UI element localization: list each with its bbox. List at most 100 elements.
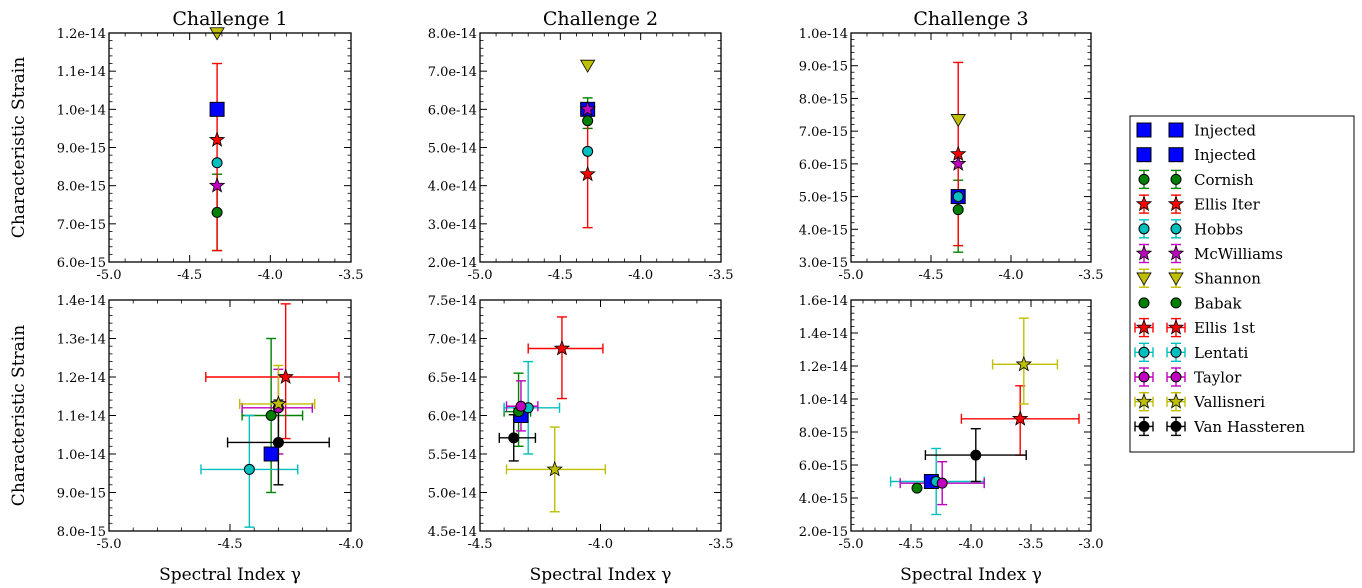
point-shannon bbox=[579, 59, 596, 73]
x-tick-label: -4.5 bbox=[918, 268, 943, 283]
legend-entry: Ellis 1st bbox=[1134, 317, 1255, 338]
legend-marker bbox=[1167, 244, 1185, 261]
y-tick-label: 2.0e-15 bbox=[799, 525, 848, 540]
x-tick-label: -5.0 bbox=[838, 537, 863, 552]
legend-label: Injected bbox=[1194, 146, 1256, 164]
x-tick-label: -3.5 bbox=[708, 268, 733, 283]
panel-2: -5.0 -4.5 -4.0 -3.5 2.0e-14 3.0e-14 4.0e-14 5.0… bbox=[428, 8, 734, 283]
plot-frame bbox=[108, 32, 352, 263]
panel-title: Challenge 2 bbox=[543, 8, 658, 30]
plot-frame bbox=[108, 299, 352, 532]
legend-marker bbox=[1168, 272, 1184, 286]
legend-marker bbox=[1170, 371, 1182, 383]
legend-label: Cornish bbox=[1194, 171, 1254, 189]
y-tick-label: 1.4e-14 bbox=[57, 294, 106, 309]
x-tick-label: -4.5 bbox=[548, 268, 573, 283]
legend-marker bbox=[1135, 318, 1153, 335]
point-taylor bbox=[515, 400, 527, 412]
plot-frame bbox=[850, 299, 1092, 532]
legend-frame bbox=[1129, 115, 1355, 453]
legend-label: Lentati bbox=[1194, 344, 1248, 362]
x-tick-label: -4.0 bbox=[258, 268, 283, 283]
legend-marker bbox=[1135, 393, 1153, 409]
point-babak bbox=[911, 482, 923, 494]
point-mcwilliams bbox=[208, 177, 226, 193]
x-tick-label: -4.5 bbox=[467, 537, 492, 552]
point-shannon bbox=[950, 114, 966, 128]
x-axis-label: Spectral Index γ bbox=[159, 565, 301, 584]
y-axis-label: Characteristic Strain bbox=[9, 57, 29, 238]
y-tick-label: 7.0e-14 bbox=[428, 333, 477, 348]
point-injected bbox=[263, 446, 279, 462]
y-tick-label: 7.0e-15 bbox=[799, 125, 848, 140]
data-points bbox=[579, 59, 596, 229]
y-tick-label: 1.0e-14 bbox=[57, 448, 106, 463]
y-tick-label: 7.5e-14 bbox=[428, 294, 477, 309]
legend-entry: Ellis Iter bbox=[1135, 194, 1261, 214]
legend-label: Babak bbox=[1194, 294, 1243, 312]
legend-marker bbox=[1138, 346, 1150, 358]
panel-4: -5.0 -4.5 -4.0 8.0e-15 9.0e-15 1.0e-14 1.1e-14… bbox=[9, 294, 364, 585]
x-tick-label: -4.0 bbox=[338, 537, 363, 552]
legend-marker bbox=[1170, 223, 1182, 235]
y-tick-label: 1.4e-14 bbox=[799, 327, 848, 342]
x-tick-label: -4.5 bbox=[898, 537, 923, 552]
legend-marker bbox=[1167, 318, 1185, 335]
legend-entry: Shannon bbox=[1136, 268, 1261, 288]
legend-marker bbox=[1170, 346, 1182, 358]
data-points bbox=[889, 317, 1080, 516]
panel-1: -5.0 -4.5 -4.0 -3.5 6.0e-15 7.0e-15 8.0e-15 9.0… bbox=[9, 8, 364, 283]
y-tick-label: 6.0e-15 bbox=[799, 459, 848, 474]
y-tick-label: 8.0e-15 bbox=[799, 92, 848, 107]
point-van-hassteren bbox=[970, 449, 982, 461]
y-tick-label: 7.0e-15 bbox=[57, 218, 106, 233]
legend-entry: Hobbs bbox=[1138, 219, 1243, 239]
point-cornish bbox=[582, 115, 594, 127]
data-points bbox=[498, 316, 607, 513]
legend-label: Hobbs bbox=[1194, 220, 1243, 238]
y-tick-label: 6.0e-14 bbox=[428, 103, 477, 118]
x-tick-label: -4.5 bbox=[177, 268, 202, 283]
legend-entry: Babak bbox=[1138, 294, 1243, 312]
x-tick-label: -3.5 bbox=[338, 268, 363, 283]
legend-marker bbox=[1170, 297, 1182, 309]
y-tick-label: 7.0e-14 bbox=[428, 65, 477, 80]
legend-entry: Lentati bbox=[1134, 342, 1248, 362]
x-tick-label: -3.5 bbox=[1018, 537, 1043, 552]
point-taylor bbox=[936, 477, 948, 489]
y-tick-label: 4.5e-14 bbox=[428, 525, 477, 540]
legend-marker bbox=[1170, 173, 1182, 185]
x-tick-label: -4.0 bbox=[958, 537, 983, 552]
y-tick-label: 6.0e-14 bbox=[428, 410, 477, 425]
point-ellis-1st bbox=[1011, 410, 1029, 426]
y-tick-label: 4.0e-15 bbox=[799, 223, 848, 238]
point-cornish bbox=[952, 204, 964, 216]
point-van-hassteren bbox=[508, 432, 520, 444]
legend: Injected Injected Cornish Ellis Iter Hobbs Mc… bbox=[1129, 115, 1355, 453]
point-babak bbox=[265, 410, 277, 421]
x-tick-label: -5.0 bbox=[838, 268, 863, 283]
point-ellis-1st bbox=[277, 368, 294, 384]
y-tick-label: 8.0e-15 bbox=[57, 525, 106, 540]
legend-marker bbox=[1138, 420, 1150, 432]
y-tick-label: 1.3e-14 bbox=[57, 333, 106, 348]
point-hobbs bbox=[211, 157, 223, 169]
legend-entry: Injected bbox=[1136, 122, 1256, 140]
legend-marker bbox=[1167, 195, 1185, 212]
legend-label: Vallisneri bbox=[1193, 393, 1265, 411]
data-points bbox=[949, 61, 967, 253]
point-mcwilliams bbox=[949, 155, 967, 171]
point-mcwilliams bbox=[579, 100, 596, 117]
legend-label: Shannon bbox=[1194, 270, 1261, 288]
legend-marker bbox=[1136, 122, 1152, 138]
legend-marker bbox=[1136, 272, 1152, 286]
legend-marker bbox=[1135, 244, 1153, 261]
legend-entry: Cornish bbox=[1138, 169, 1254, 190]
x-tick-label: -3.5 bbox=[708, 537, 733, 552]
y-tick-label: 1.0e-14 bbox=[799, 27, 848, 42]
point-vallisneri bbox=[270, 395, 287, 411]
y-tick-label: 8.0e-15 bbox=[799, 426, 848, 441]
y-axis-label: Characteristic Strain bbox=[9, 325, 29, 506]
